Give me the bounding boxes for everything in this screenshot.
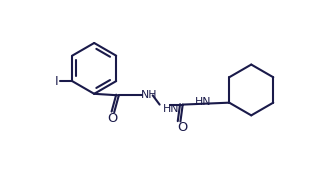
Text: O: O — [107, 112, 117, 125]
Text: HN: HN — [163, 104, 179, 114]
Text: HN: HN — [195, 97, 212, 107]
Text: O: O — [177, 121, 187, 134]
Text: I: I — [55, 75, 59, 88]
Text: NH: NH — [141, 90, 157, 100]
